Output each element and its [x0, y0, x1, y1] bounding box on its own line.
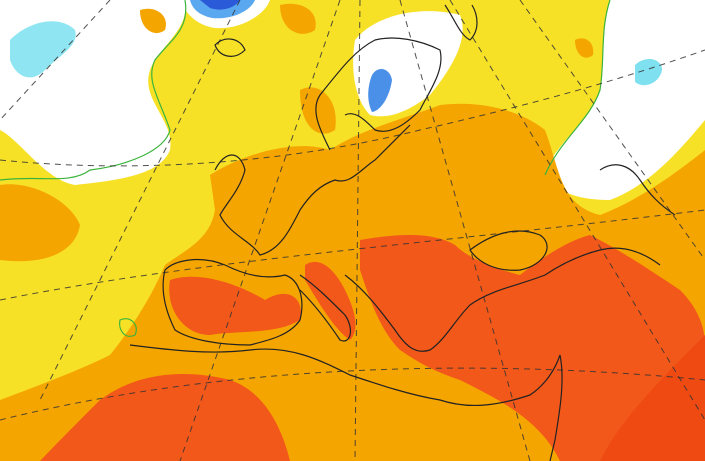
coastline-north — [444, 4, 478, 41]
coastline — [315, 37, 442, 151]
warm-spot-norway — [300, 87, 336, 134]
cool-region-west — [10, 21, 76, 78]
hot-region-balkans-east — [360, 235, 705, 461]
cold-core-north — [200, 0, 240, 10]
isoline — [0, 0, 187, 181]
isoline — [544, 0, 611, 176]
coastline — [162, 259, 303, 346]
graticule — [179, 0, 341, 461]
hot-region-iberia — [169, 276, 301, 335]
warm-spot-north — [140, 8, 166, 34]
graticule — [0, 209, 705, 301]
graticule — [399, 0, 531, 461]
coastline-iceland — [214, 38, 246, 57]
coastline — [344, 247, 661, 352]
cold-core-scandinavia — [368, 68, 392, 112]
isoline — [119, 318, 137, 337]
graticule — [39, 0, 241, 401]
graticule — [519, 0, 705, 261]
graticule — [0, 367, 705, 421]
coastline-north-africa — [129, 344, 561, 407]
cold-region-east — [545, 0, 705, 200]
graticule — [449, 0, 705, 421]
graticule — [0, 0, 111, 121]
warm-spot-east — [575, 38, 594, 58]
coastline-levant — [549, 354, 563, 461]
coastline — [214, 124, 411, 256]
coastline-black-sea — [469, 230, 548, 271]
hot-region-africa — [40, 374, 290, 461]
coastline — [299, 274, 352, 342]
warm-spot-north-2 — [280, 3, 316, 34]
cool-region-east — [635, 58, 662, 86]
hot-region-southeast — [600, 335, 705, 461]
coastline-caspian — [599, 164, 676, 216]
warm-region-atlantic — [0, 184, 80, 262]
